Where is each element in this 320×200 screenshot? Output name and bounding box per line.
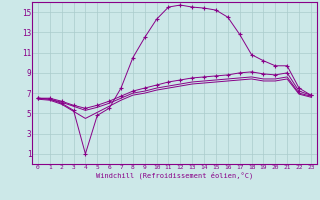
X-axis label: Windchill (Refroidissement éolien,°C): Windchill (Refroidissement éolien,°C) xyxy=(96,171,253,179)
